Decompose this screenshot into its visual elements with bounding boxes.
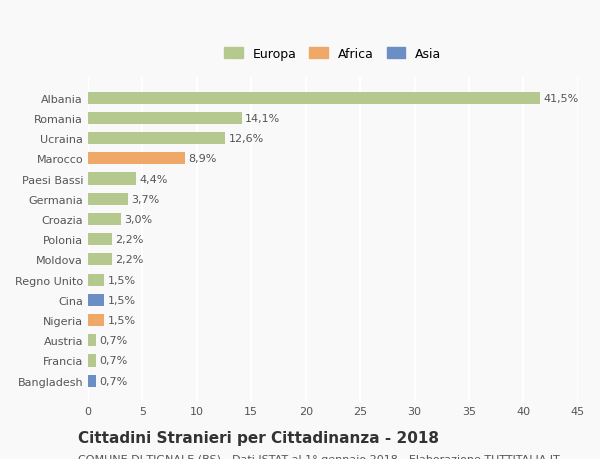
Text: 0,7%: 0,7% — [99, 376, 127, 386]
Text: 2,2%: 2,2% — [115, 255, 143, 265]
Text: Cittadini Stranieri per Cittadinanza - 2018: Cittadini Stranieri per Cittadinanza - 2… — [78, 430, 439, 445]
Text: 0,7%: 0,7% — [99, 356, 127, 366]
Bar — [88, 375, 95, 387]
Bar — [88, 294, 104, 306]
Text: COMUNE DI TIGNALE (BS) - Dati ISTAT al 1° gennaio 2018 - Elaborazione TUTTITALIA: COMUNE DI TIGNALE (BS) - Dati ISTAT al 1… — [78, 453, 560, 459]
Text: 3,0%: 3,0% — [124, 214, 152, 224]
Bar — [88, 314, 104, 326]
Text: 2,2%: 2,2% — [115, 235, 143, 245]
Bar — [88, 92, 540, 105]
Text: 3,7%: 3,7% — [131, 194, 160, 204]
Text: 14,1%: 14,1% — [245, 113, 280, 123]
Text: 41,5%: 41,5% — [543, 94, 578, 103]
Text: 4,4%: 4,4% — [139, 174, 167, 184]
Bar — [88, 274, 104, 286]
Bar — [88, 112, 242, 125]
Bar — [88, 133, 225, 145]
Bar — [88, 335, 95, 347]
Legend: Europa, Africa, Asia: Europa, Africa, Asia — [218, 42, 448, 67]
Bar — [88, 193, 128, 205]
Bar — [88, 153, 185, 165]
Text: 1,5%: 1,5% — [107, 275, 136, 285]
Bar — [88, 173, 136, 185]
Text: 12,6%: 12,6% — [229, 134, 263, 144]
Text: 1,5%: 1,5% — [107, 315, 136, 325]
Text: 1,5%: 1,5% — [107, 295, 136, 305]
Bar — [88, 234, 112, 246]
Bar — [88, 355, 95, 367]
Bar — [88, 213, 121, 225]
Bar — [88, 254, 112, 266]
Text: 0,7%: 0,7% — [99, 336, 127, 346]
Text: 8,9%: 8,9% — [188, 154, 217, 164]
